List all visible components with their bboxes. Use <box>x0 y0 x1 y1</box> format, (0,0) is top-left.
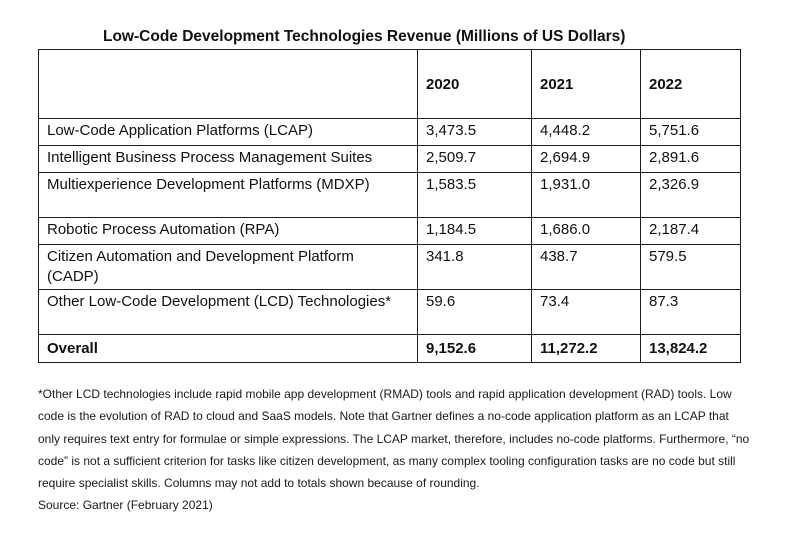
header-row: 2020 2021 2022 <box>38 49 741 119</box>
row-value: 579.5 <box>640 244 741 290</box>
row-value: 2,326.9 <box>640 172 741 218</box>
header-year-2020: 2020 <box>417 49 532 119</box>
row-label: Multiexperience Development Platforms (M… <box>38 172 418 218</box>
revenue-table: 2020 2021 2022 Low-Code Application Plat… <box>38 49 741 363</box>
row-value: 2,509.7 <box>417 145 532 173</box>
header-year-2021: 2021 <box>531 49 641 119</box>
row-value: 1,583.5 <box>417 172 532 218</box>
row-label: Robotic Process Automation (RPA) <box>38 217 418 245</box>
table-row: Other Low-Code Development (LCD) Technol… <box>38 289 741 335</box>
footnote-text: *Other LCD technologies include rapid mo… <box>38 387 750 491</box>
table-row: Intelligent Business Process Management … <box>38 145 741 173</box>
table-row: Robotic Process Automation (RPA) 1,184.5… <box>38 217 741 245</box>
row-value: 1,184.5 <box>417 217 532 245</box>
row-value: 341.8 <box>417 244 532 290</box>
row-value: 59.6 <box>417 289 532 335</box>
row-value: 1,931.0 <box>531 172 641 218</box>
row-value: 5,751.6 <box>640 118 741 146</box>
total-value: 13,824.2 <box>640 334 741 363</box>
header-year-2022: 2022 <box>640 49 741 119</box>
row-value: 2,187.4 <box>640 217 741 245</box>
header-empty-cell <box>38 49 418 119</box>
row-value: 2,891.6 <box>640 145 741 173</box>
row-value: 438.7 <box>531 244 641 290</box>
row-value: 1,686.0 <box>531 217 641 245</box>
row-value: 87.3 <box>640 289 741 335</box>
row-label: Intelligent Business Process Management … <box>38 145 418 173</box>
row-label: Low-Code Application Platforms (LCAP) <box>38 118 418 146</box>
row-value: 4,448.2 <box>531 118 641 146</box>
total-value: 9,152.6 <box>417 334 532 363</box>
table-title: Low-Code Development Technologies Revenu… <box>103 28 626 45</box>
total-label: Overall <box>38 334 418 363</box>
table-row: Multiexperience Development Platforms (M… <box>38 172 741 218</box>
source-line: Source: Gartner (February 2021) <box>38 498 213 513</box>
total-value: 11,272.2 <box>531 334 641 363</box>
row-value: 2,694.9 <box>531 145 641 173</box>
row-label: Other Low-Code Development (LCD) Technol… <box>38 289 418 335</box>
row-label: Citizen Automation and Development Platf… <box>38 244 418 290</box>
row-value: 73.4 <box>531 289 641 335</box>
table-row: Low-Code Application Platforms (LCAP) 3,… <box>38 118 741 146</box>
row-value: 3,473.5 <box>417 118 532 146</box>
table-row: Citizen Automation and Development Platf… <box>38 244 741 290</box>
footnote-block: *Other LCD technologies include rapid mo… <box>38 383 750 517</box>
total-row: Overall 9,152.6 11,272.2 13,824.2 <box>38 334 741 363</box>
